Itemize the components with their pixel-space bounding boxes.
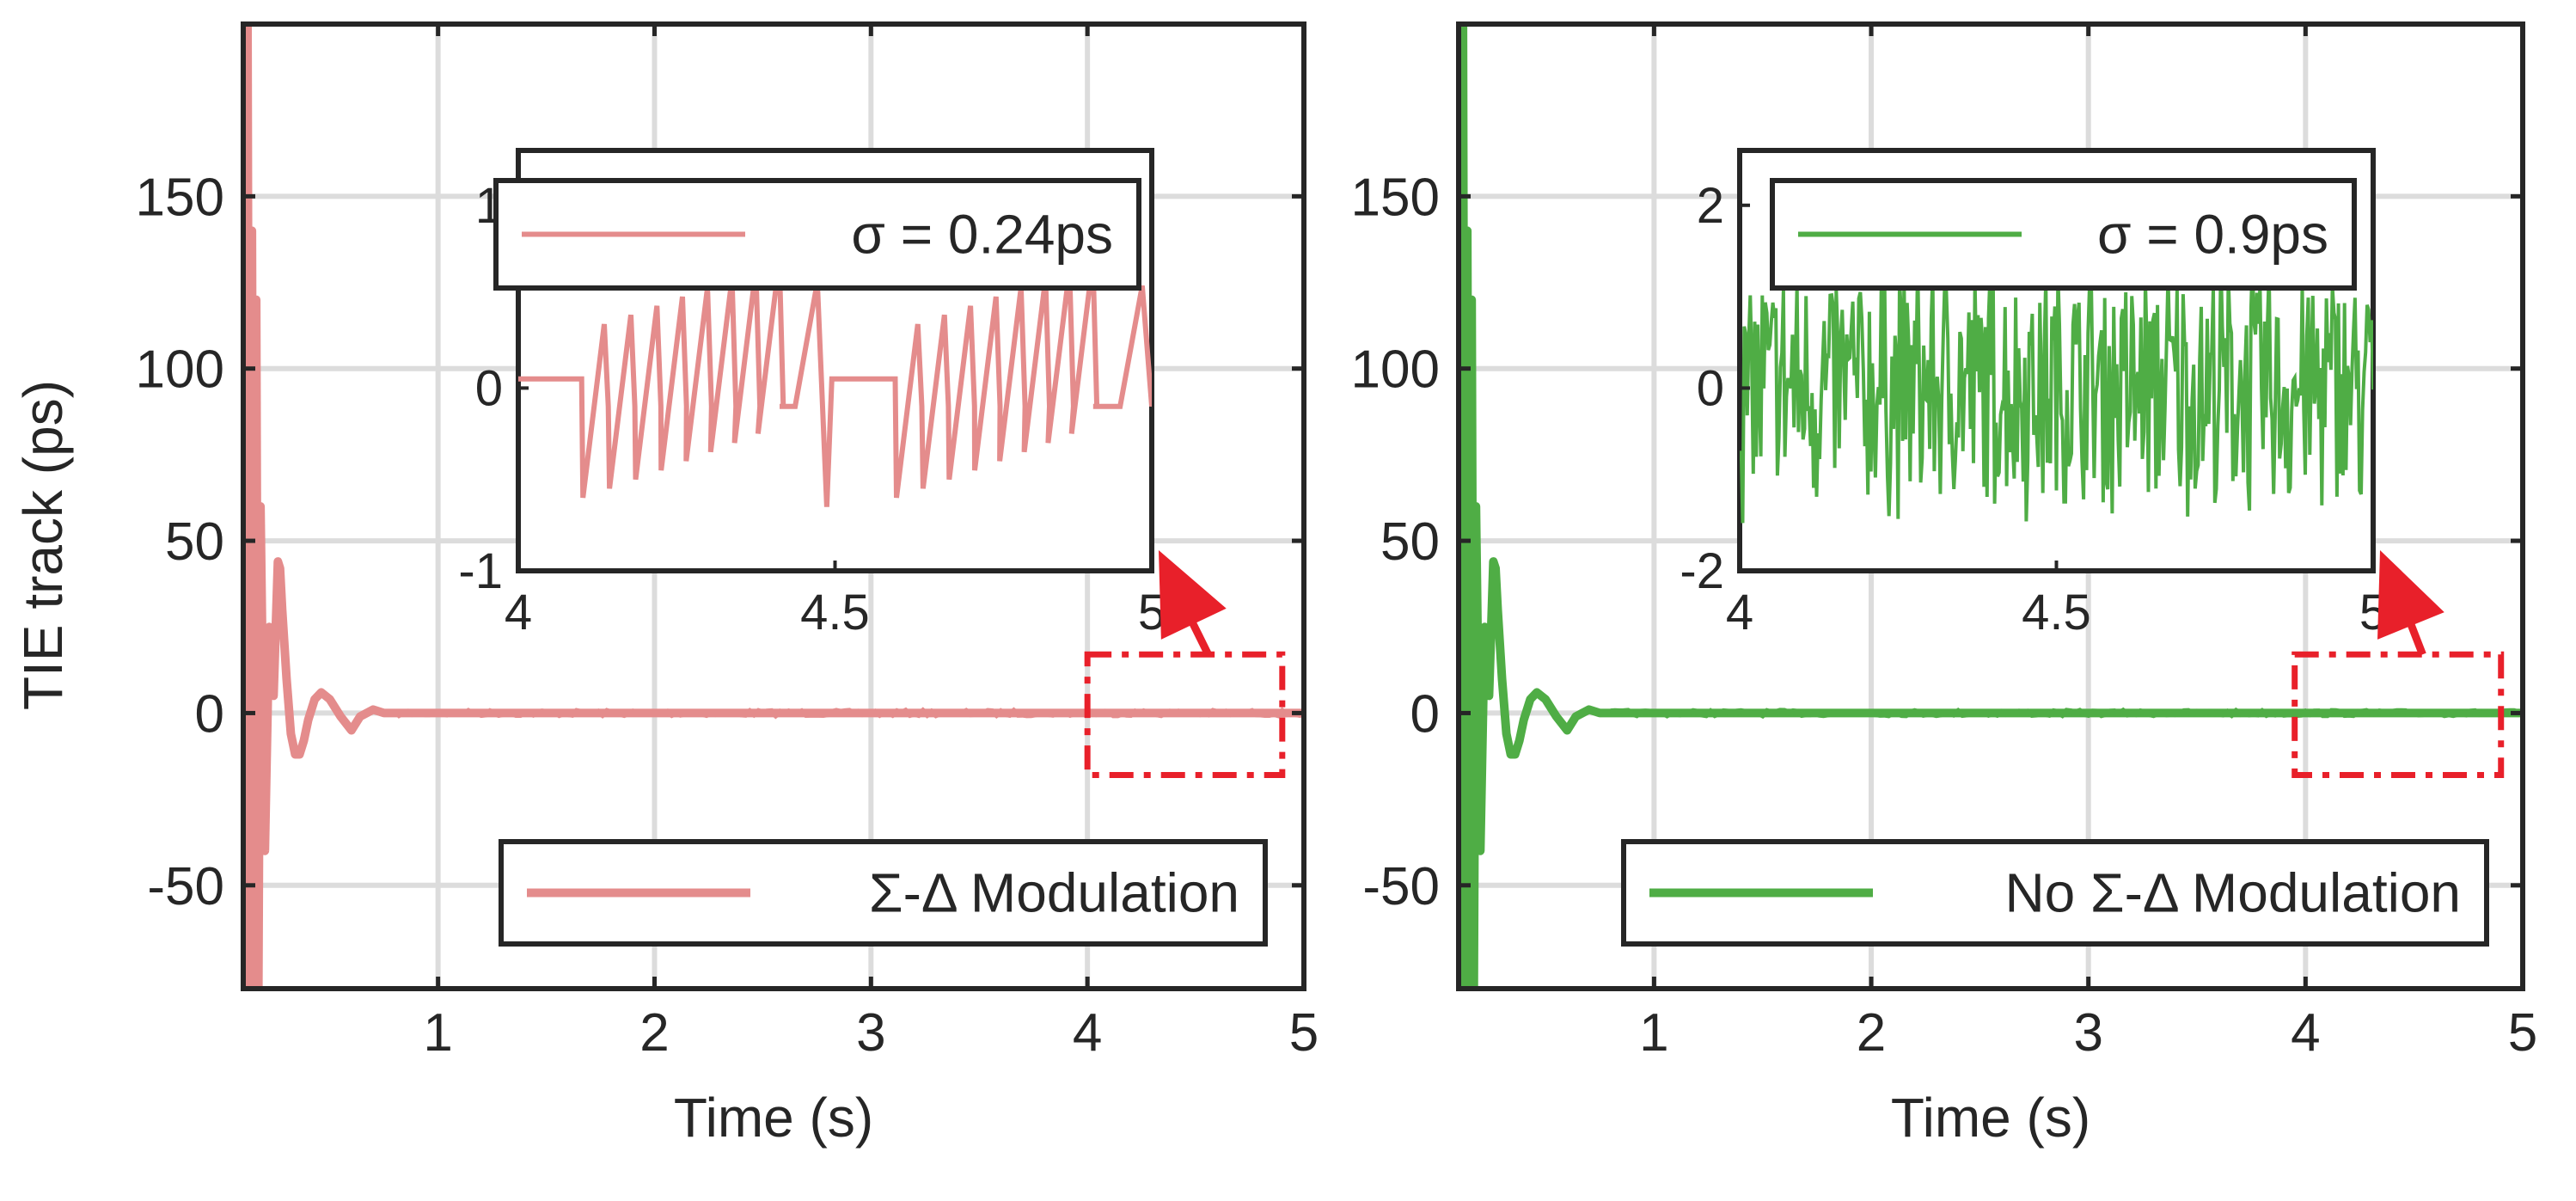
panel-left: 1 2 3 4 5 -50 0 50 100 150 Time (s) TIE track (ps) 4… — [12, 21, 1319, 1149]
inset-xtick-label: 4 — [505, 585, 532, 640]
inset-ytick-label: 2 — [1697, 178, 1724, 234]
xtick-label: 3 — [856, 1003, 885, 1063]
inset-ytick-label: -2 — [1680, 543, 1724, 599]
inset-legend-label: σ = 0.24ps — [851, 204, 1113, 266]
inset-xtick-label: 4.5 — [800, 585, 870, 640]
xtick-label: 2 — [639, 1003, 669, 1063]
series-line — [1459, 24, 2523, 989]
inset-series-line — [1740, 259, 2373, 524]
ytick-label: 100 — [1351, 340, 1440, 400]
ytick-label: 150 — [1351, 168, 1440, 227]
zoom-arrow-head — [1159, 550, 1227, 640]
ytick-label: -50 — [1362, 857, 1440, 916]
zoom-region-box — [1084, 651, 1286, 779]
x-axis-label: Time (s) — [674, 1087, 873, 1149]
zoom-arrow-head — [2377, 550, 2444, 640]
series-tail — [392, 707, 1304, 720]
xtick-label: 4 — [1073, 1003, 1102, 1063]
inset-legend-label: σ = 0.9ps — [2097, 204, 2328, 266]
legend-label: No Σ-Δ Modulation — [2004, 862, 2461, 924]
axes-frame — [1456, 21, 2525, 991]
zoom-region-box — [2291, 651, 2505, 779]
inset-ytick-label: 0 — [475, 360, 503, 416]
xtick-label: 5 — [2508, 1003, 2537, 1063]
ytick-label: 100 — [136, 340, 224, 400]
inset-ytick-label: -1 — [458, 543, 503, 599]
ytick-label: 50 — [165, 512, 224, 572]
inset-xtick-label: 4.5 — [2022, 585, 2091, 640]
xtick-label: 4 — [2291, 1003, 2320, 1063]
x-axis-label: Time (s) — [1891, 1087, 2090, 1149]
ytick-label: 0 — [195, 684, 224, 744]
xtick-label: 2 — [1857, 1003, 1886, 1063]
series-tail — [1610, 707, 2523, 720]
series-line — [243, 24, 1304, 989]
ytick-label: -50 — [147, 857, 224, 916]
xtick-label: 1 — [1639, 1003, 1668, 1063]
inset-xtick-label: 4 — [1726, 585, 1753, 640]
inset-series-line — [518, 260, 1152, 507]
ytick-label: 0 — [1410, 684, 1440, 744]
ytick-label: 150 — [136, 168, 224, 227]
xtick-label: 5 — [1289, 1003, 1319, 1063]
inset-ytick-label: 0 — [1697, 360, 1724, 416]
y-axis-label: TIE track (ps) — [12, 380, 74, 710]
xtick-label: 3 — [2073, 1003, 2102, 1063]
xtick-label: 1 — [423, 1003, 452, 1063]
legend-label: Σ-Δ Modulation — [869, 862, 1239, 924]
axes-frame — [241, 21, 1306, 991]
ytick-label: 50 — [1380, 512, 1440, 572]
